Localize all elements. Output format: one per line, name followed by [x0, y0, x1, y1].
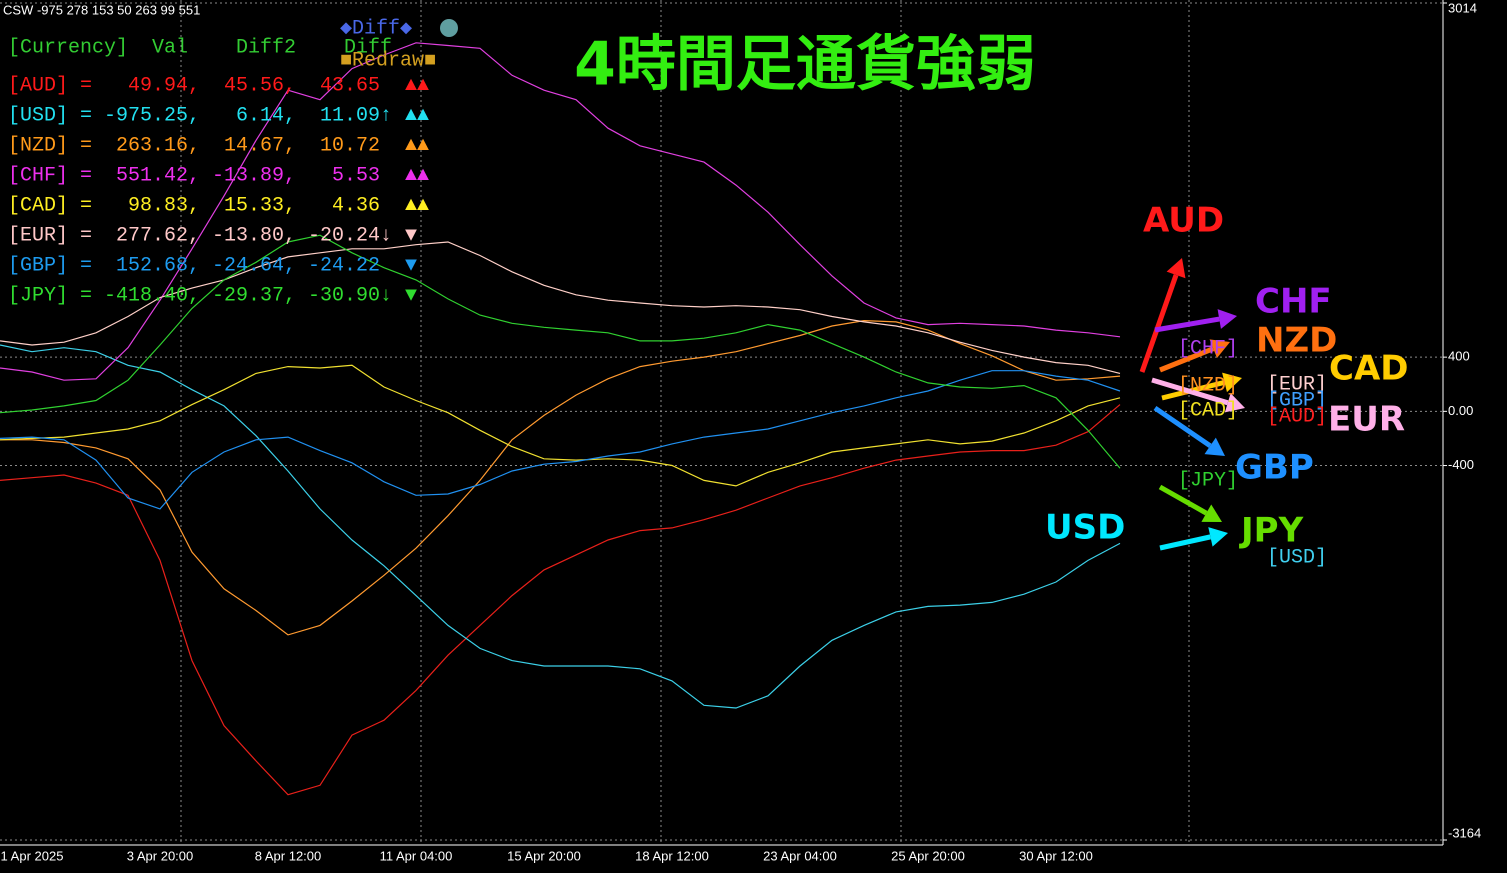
legend-arrow — [1139, 274, 1179, 373]
line-tag: [USD] — [1267, 546, 1327, 569]
legend-arrow-head — [1166, 258, 1186, 279]
legend-arrow-head — [1204, 437, 1225, 456]
line-tag: [AUD] — [1267, 405, 1327, 428]
series-line — [0, 404, 1121, 796]
legend-label: NZD — [1256, 321, 1337, 361]
currency-row: [JPY] = -418.40, -29.37, -30.90↓ — [8, 284, 392, 307]
trend-marks: ▲▲ — [405, 134, 429, 157]
y-tick-label: 400 — [1448, 349, 1470, 364]
y-tick-label: -3164 — [1448, 825, 1481, 840]
currency-row: [CHF] = 551.42, -13.89, 5.53 — [8, 164, 380, 187]
trend-marks: ▼ — [405, 284, 417, 307]
currency-row: [CAD] = 98.83, 15.33, 4.36 — [8, 194, 380, 217]
x-tick-label: 18 Apr 12:00 — [635, 848, 709, 863]
trend-marks: ▼ — [405, 254, 417, 277]
line-tag: [JPY] — [1178, 469, 1238, 492]
heading: 4時間足通貨強弱 — [574, 30, 1036, 100]
legend-label: CHF — [1255, 282, 1332, 322]
line-tag: [CAD] — [1178, 399, 1238, 422]
line-tag: [GBP] — [1267, 389, 1327, 412]
legend-arrow — [1151, 377, 1229, 406]
series-line — [0, 370, 1121, 510]
value-grid — [0, 2, 1443, 841]
trend-marks: ▲▲ — [405, 164, 429, 187]
series-line — [0, 319, 1121, 636]
y-tick-label: 3014 — [1448, 0, 1477, 15]
x-tick-label: 11 Apr 04:00 — [380, 848, 453, 863]
y-tick-label: 0.00 — [1448, 403, 1473, 418]
trend-marks: ▲▲ — [405, 74, 429, 97]
legend-arrow-head — [1201, 504, 1222, 522]
currency-row: [AUD] = 49.94, 45.56, 43.65 — [8, 74, 380, 97]
time-grid — [180, 0, 1190, 845]
currency-row: [NZD] = 263.16, 14.67, 10.72 — [8, 134, 380, 157]
legend-arrow-head — [1224, 393, 1245, 413]
legend-arrow — [1159, 534, 1211, 551]
x-tick-label: 3 Apr 20:00 — [127, 848, 194, 863]
legend-arrow — [1159, 346, 1215, 373]
line-tag: [NZD] — [1178, 374, 1238, 397]
line-tag: [CHF] — [1178, 337, 1238, 360]
y-tick-label: -400 — [1448, 457, 1474, 472]
toggle-dot[interactable] — [440, 19, 458, 37]
series-line — [0, 241, 1121, 374]
x-tick-label: 8 Apr 12:00 — [255, 848, 322, 863]
line-tag: [EUR] — [1267, 373, 1327, 396]
legend-label: EUR — [1328, 400, 1405, 440]
legend-label: USD — [1045, 508, 1125, 548]
diff-button[interactable]: ◆Diff◆ — [340, 17, 412, 40]
legend-arrow-head — [1209, 339, 1230, 358]
x-tick-label: 1 Apr 2025 — [1, 848, 64, 863]
currency-row: [EUR] = 277.62, -13.80, -20.24↓ — [8, 224, 392, 247]
window-title: CSW -975 278 153 50 263 99 551 — [3, 2, 200, 17]
series-line — [0, 364, 1121, 487]
x-tick-label: 15 Apr 20:00 — [507, 848, 581, 863]
series-line — [0, 234, 1121, 469]
overlay: [AUD] = 49.94, 45.56, 43.65 ▲▲ [USD] = -97… — [8, 74, 1409, 569]
legend-label: CAD — [1329, 349, 1409, 389]
redraw-button[interactable]: ■Redraw■ — [340, 49, 436, 72]
series-line — [0, 42, 1121, 381]
axes: 3014 400 0.00 -400 -3164 1 Apr 2025 3 Apr 20:0… — [1, 0, 1482, 863]
legend-arrow — [1158, 484, 1208, 516]
legend-arrow-head — [1217, 309, 1237, 329]
legend-label: GBP — [1235, 448, 1314, 488]
currency-row: [GBP] = 152.68, -24.64, -24.22 — [8, 254, 380, 277]
trend-marks: ▼ — [405, 224, 417, 247]
trend-marks: ▲▲ — [405, 194, 429, 217]
x-tick-label: 23 Apr 04:00 — [763, 848, 837, 863]
legend-arrow-head — [1208, 527, 1228, 547]
series-line — [0, 344, 1121, 709]
legend-label: JPY — [1239, 511, 1304, 551]
x-tick-label: 25 Apr 20:00 — [891, 848, 965, 863]
trend-marks: ▲▲ — [405, 104, 429, 127]
legend-arrow-head — [1222, 372, 1242, 393]
x-tick-label: 30 Apr 12:00 — [1019, 848, 1093, 863]
currency-row: [USD] = -975.25, 6.14, 11.09↑ — [8, 104, 392, 127]
legend-label: AUD — [1143, 201, 1224, 241]
legend-arrow — [1154, 316, 1220, 333]
panel-header: [Currency] Val Diff2 Diff — [8, 36, 392, 59]
series-lines — [0, 42, 1121, 796]
legend-arrow — [1153, 405, 1212, 448]
